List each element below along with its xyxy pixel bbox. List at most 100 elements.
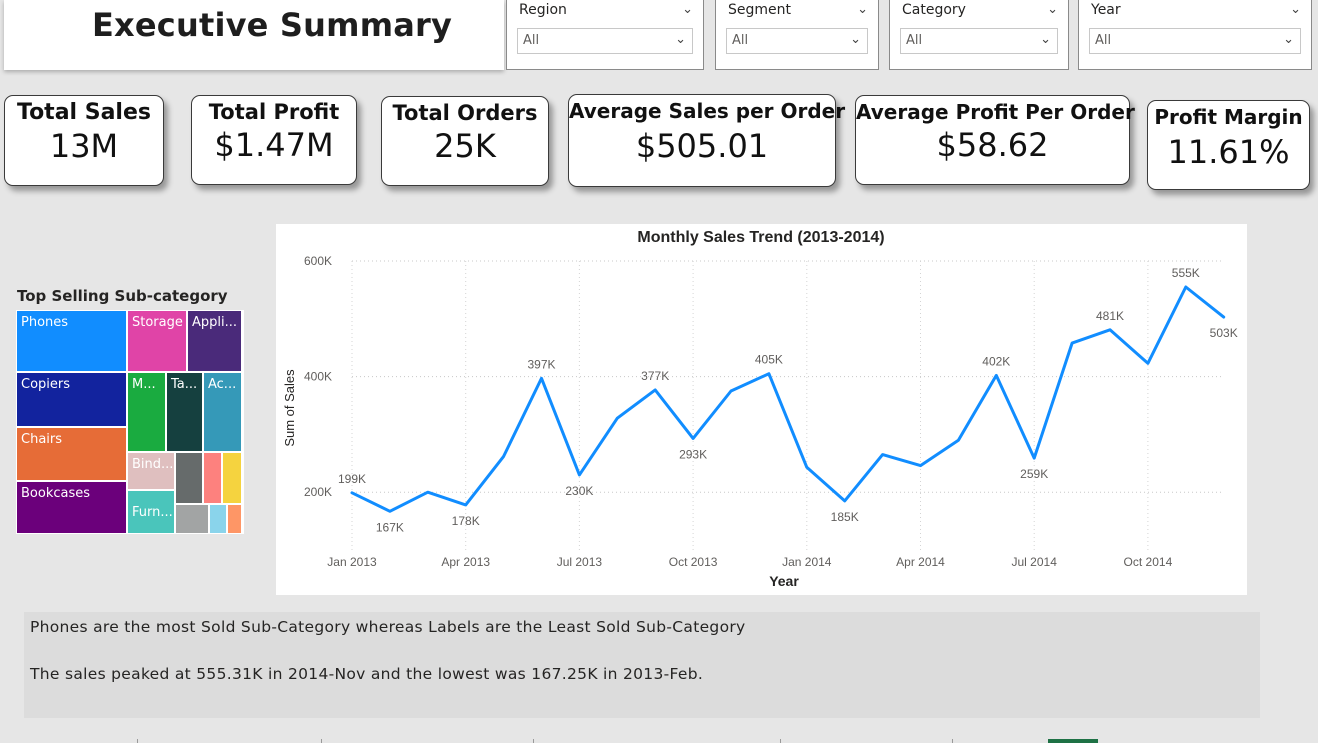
- year-dropdown[interactable]: All ⌄: [1089, 28, 1301, 54]
- treemap-tile-accessories[interactable]: Ac...: [203, 372, 242, 452]
- data-point[interactable]: [536, 372, 548, 384]
- treemap-tile-machines[interactable]: M...: [127, 372, 166, 452]
- monthly-sales-chart[interactable]: Monthly Sales Trend (2013-2014) Sum of S…: [276, 224, 1247, 595]
- tile-label: Furn...: [132, 505, 173, 520]
- insight-line-1: Phones are the most Sold Sub-Category wh…: [30, 618, 746, 636]
- data-label: 167K: [376, 520, 404, 534]
- page-tab-divider: [533, 739, 534, 743]
- data-point[interactable]: [990, 369, 1002, 381]
- sales-series-line[interactable]: [350, 285, 1226, 513]
- x-tick-label: Jul 2013: [557, 555, 603, 569]
- chevron-down-icon[interactable]: ⌄: [1047, 2, 1058, 17]
- kpi-card-avg-profit-per-order: Average Profit Per Order $58.62: [855, 95, 1135, 185]
- kpi-label: Total Profit: [208, 100, 340, 124]
- data-point[interactable]: [573, 469, 585, 481]
- chevron-down-icon[interactable]: ⌄: [857, 2, 868, 17]
- chevron-down-icon[interactable]: ⌄: [682, 2, 693, 17]
- kpi-card-total-profit: Total Profit $1.47M: [191, 95, 357, 185]
- insight-line-2: The sales peaked at 555.31K in 2014-Nov …: [30, 665, 704, 683]
- data-label: 377K: [641, 369, 669, 383]
- treemap-tile-small-1[interactable]: [175, 452, 203, 504]
- data-point[interactable]: [839, 495, 851, 507]
- data-point[interactable]: [801, 461, 813, 473]
- treemap-tile-phones[interactable]: Phones: [16, 310, 127, 372]
- data-point[interactable]: [649, 384, 661, 396]
- data-point[interactable]: [1180, 281, 1192, 293]
- data-label: 402K: [982, 354, 1010, 368]
- data-label: 293K: [679, 447, 707, 461]
- data-point[interactable]: [498, 450, 510, 462]
- data-point[interactable]: [725, 385, 737, 397]
- data-point[interactable]: [346, 487, 358, 499]
- treemap-tile-small-4[interactable]: [175, 504, 209, 534]
- data-point[interactable]: [952, 434, 964, 446]
- kpi-card-total-orders: Total Orders 25K: [381, 96, 549, 186]
- kpi-card-profit-margin: Profit Margin 11.61%: [1147, 100, 1310, 190]
- tile-label: Copiers: [21, 377, 71, 392]
- region-value: All: [523, 33, 540, 48]
- treemap-tile-chairs[interactable]: Chairs: [16, 427, 127, 481]
- treemap-tile-small-3[interactable]: [222, 452, 242, 504]
- data-label: 397K: [527, 357, 555, 371]
- category-dropdown[interactable]: All ⌄: [900, 28, 1058, 54]
- data-point[interactable]: [422, 486, 434, 498]
- active-page-tab-indicator[interactable]: [1048, 739, 1098, 743]
- tile-label: Ta...: [171, 377, 198, 392]
- kpi-value: $58.62: [936, 126, 1049, 164]
- x-tick-label: Jan 2013: [327, 555, 377, 569]
- chevron-down-icon[interactable]: ⌄: [1040, 32, 1051, 47]
- treemap-tile-small-6[interactable]: [227, 504, 242, 534]
- treemap-tile-copiers[interactable]: Copiers: [16, 372, 127, 427]
- treemap-tile-binders[interactable]: Bind...: [127, 452, 175, 490]
- data-point[interactable]: [384, 505, 396, 517]
- y-tick-label: 400K: [304, 370, 332, 384]
- tile-label: Storage: [132, 315, 183, 330]
- treemap-tile-tables[interactable]: Ta...: [166, 372, 203, 452]
- category-slicer[interactable]: Category ⌄ All ⌄: [889, 0, 1069, 70]
- title-panel: Executive Summary: [4, 0, 504, 70]
- data-label: 185K: [831, 510, 859, 524]
- region-dropdown[interactable]: All ⌄: [517, 28, 693, 54]
- chevron-down-icon[interactable]: ⌄: [675, 32, 686, 47]
- kpi-value: 25K: [434, 127, 496, 165]
- category-slicer-label: Category: [902, 2, 966, 18]
- year-slicer-label: Year: [1091, 2, 1121, 18]
- region-slicer-label: Region: [519, 2, 567, 18]
- data-point[interactable]: [877, 449, 889, 461]
- data-point[interactable]: [1142, 357, 1154, 369]
- segment-slicer[interactable]: Segment ⌄ All ⌄: [715, 0, 879, 70]
- treemap-tile-furnishings[interactable]: Furn...: [127, 490, 175, 534]
- subcategory-treemap[interactable]: Top Selling Sub-category Phones Storage …: [16, 286, 246, 536]
- chevron-down-icon[interactable]: ⌄: [1283, 32, 1294, 47]
- segment-dropdown[interactable]: All ⌄: [726, 28, 868, 54]
- data-point[interactable]: [763, 368, 775, 380]
- treemap-tile-bookcases[interactable]: Bookcases: [16, 481, 127, 534]
- data-label: 178K: [452, 514, 480, 528]
- chevron-down-icon[interactable]: ⌄: [850, 32, 861, 47]
- region-slicer[interactable]: Region ⌄ All ⌄: [506, 0, 704, 70]
- kpi-value: 11.61%: [1167, 133, 1290, 171]
- x-tick-label: Apr 2013: [441, 555, 490, 569]
- tile-label: Chairs: [21, 432, 63, 447]
- kpi-value: 13M: [49, 127, 119, 165]
- y-tick-label: 600K: [304, 254, 332, 268]
- treemap-tile-appliances[interactable]: Appli...: [187, 310, 242, 372]
- data-point[interactable]: [1066, 337, 1078, 349]
- data-point[interactable]: [687, 432, 699, 444]
- x-axis-title: Year: [769, 573, 799, 589]
- data-point[interactable]: [915, 460, 927, 472]
- tile-label: Ac...: [208, 377, 237, 392]
- x-tick-label: Oct 2013: [669, 555, 718, 569]
- data-point[interactable]: [1218, 311, 1230, 323]
- data-point[interactable]: [611, 412, 623, 424]
- data-point[interactable]: [460, 499, 472, 511]
- treemap-tile-storage[interactable]: Storage: [127, 310, 187, 372]
- data-point[interactable]: [1028, 452, 1040, 464]
- treemap-tile-small-2[interactable]: [203, 452, 222, 504]
- treemap-tile-small-5[interactable]: [209, 504, 227, 534]
- year-slicer[interactable]: Year ⌄ All ⌄: [1078, 0, 1312, 70]
- data-label: 481K: [1096, 309, 1124, 323]
- data-point[interactable]: [1104, 324, 1116, 336]
- chart-canvas: Monthly Sales Trend (2013-2014) Sum of S…: [282, 229, 1238, 589]
- chevron-down-icon[interactable]: ⌄: [1290, 2, 1301, 17]
